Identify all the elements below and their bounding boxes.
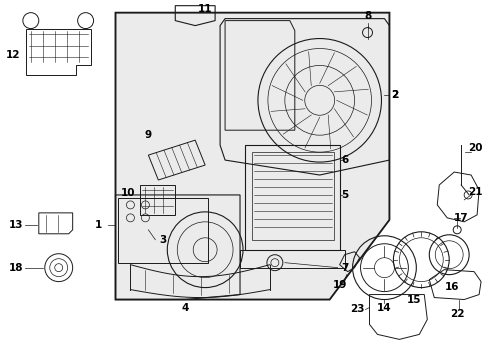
Polygon shape bbox=[115, 13, 388, 300]
Bar bbox=[251, 152, 333, 240]
Text: 2: 2 bbox=[390, 90, 397, 100]
Text: 16: 16 bbox=[444, 282, 459, 292]
Text: 20: 20 bbox=[467, 143, 481, 153]
Text: 19: 19 bbox=[332, 280, 346, 289]
Text: 8: 8 bbox=[363, 11, 370, 21]
Bar bbox=[118, 198, 208, 263]
Text: 11: 11 bbox=[198, 4, 212, 14]
Text: 2: 2 bbox=[390, 90, 397, 100]
Text: 15: 15 bbox=[406, 294, 421, 305]
Text: 7: 7 bbox=[340, 263, 347, 273]
Text: 21: 21 bbox=[467, 187, 481, 197]
Text: 10: 10 bbox=[121, 188, 136, 198]
Text: 3: 3 bbox=[160, 235, 166, 245]
Text: 17: 17 bbox=[453, 213, 468, 223]
Text: 18: 18 bbox=[9, 263, 23, 273]
Text: 12: 12 bbox=[6, 50, 20, 60]
Bar bbox=[240, 250, 344, 268]
Text: 23: 23 bbox=[349, 305, 364, 315]
Text: 4: 4 bbox=[181, 302, 188, 312]
Bar bbox=[244, 145, 339, 250]
Text: 9: 9 bbox=[144, 130, 152, 140]
Text: 13: 13 bbox=[9, 220, 23, 230]
Bar bbox=[140, 185, 175, 215]
Text: 22: 22 bbox=[449, 310, 464, 319]
Text: 1: 1 bbox=[95, 220, 102, 230]
Text: 14: 14 bbox=[376, 302, 391, 312]
Text: 5: 5 bbox=[340, 190, 347, 200]
Text: 6: 6 bbox=[340, 155, 347, 165]
